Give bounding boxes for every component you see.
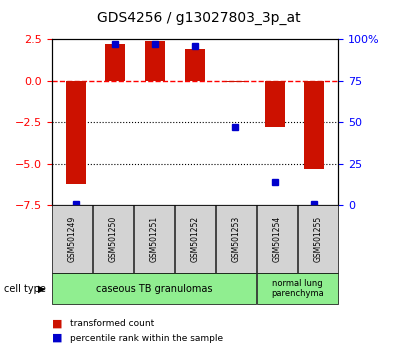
Text: cell type: cell type — [4, 284, 46, 293]
Text: GSM501249: GSM501249 — [68, 216, 77, 262]
Text: ▶: ▶ — [38, 284, 45, 293]
Bar — [145, 41, 165, 81]
Text: ■: ■ — [52, 319, 62, 329]
Text: GSM501252: GSM501252 — [191, 216, 199, 262]
Text: GSM501253: GSM501253 — [232, 216, 240, 262]
Text: normal lung
parenchyma: normal lung parenchyma — [271, 279, 324, 298]
Bar — [105, 44, 125, 81]
Bar — [225, 81, 245, 82]
Bar — [66, 81, 86, 184]
Text: GSM501254: GSM501254 — [272, 216, 281, 262]
Text: GSM501251: GSM501251 — [150, 216, 158, 262]
Text: percentile rank within the sample: percentile rank within the sample — [70, 333, 223, 343]
Bar — [185, 49, 205, 81]
Text: GSM501255: GSM501255 — [313, 216, 322, 262]
Text: GSM501250: GSM501250 — [109, 216, 118, 262]
Bar — [304, 81, 324, 169]
Bar — [265, 81, 285, 127]
Text: ■: ■ — [52, 333, 62, 343]
Text: GDS4256 / g13027803_3p_at: GDS4256 / g13027803_3p_at — [97, 11, 301, 25]
Text: caseous TB granulomas: caseous TB granulomas — [96, 284, 212, 293]
Text: transformed count: transformed count — [70, 319, 154, 329]
